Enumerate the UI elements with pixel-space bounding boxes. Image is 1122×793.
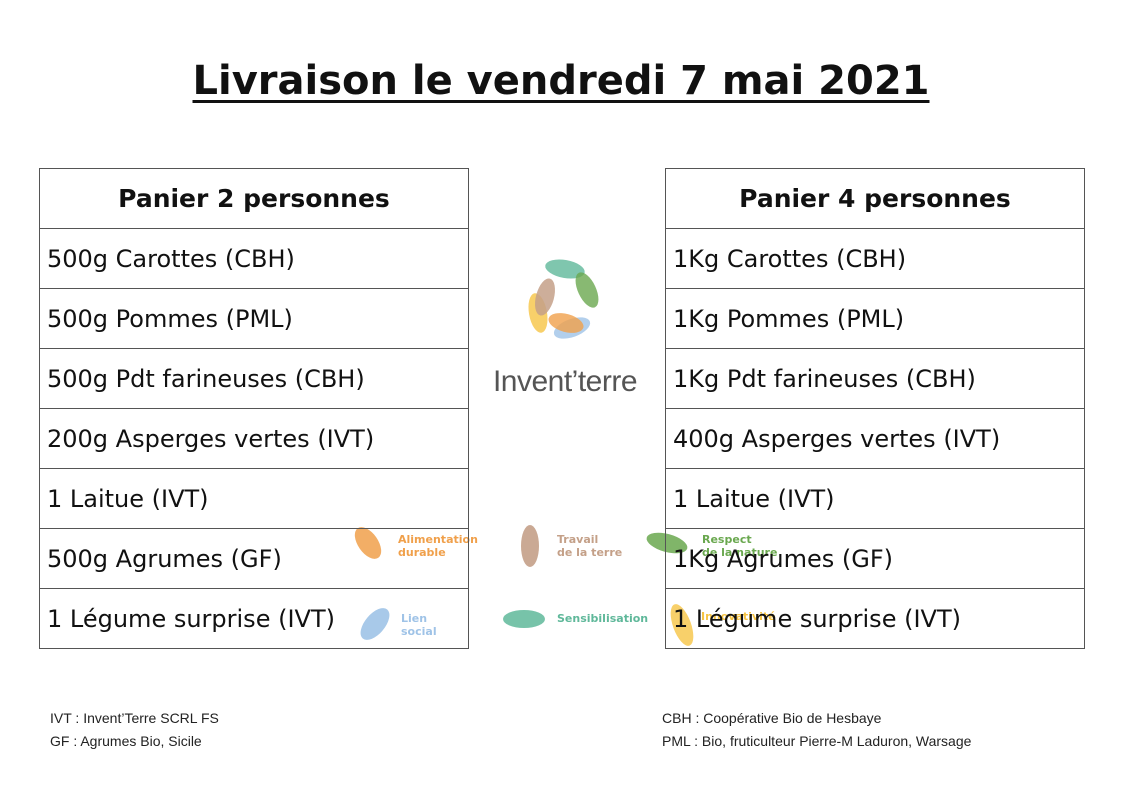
basket-2-item: 500g Pommes (PML)	[39, 288, 469, 349]
leaf-circle-icon	[528, 259, 599, 339]
basket-4-item: 400g Asperges vertes (IVT)	[665, 408, 1085, 469]
legend-left: IVT : Invent’Terre SCRL FS GF : Agrumes …	[50, 707, 219, 753]
basket-4-item: 1 Laitue (IVT)	[665, 468, 1085, 529]
basket-2-item: 1 Légume surprise (IVT)	[39, 588, 469, 649]
basket-2-item: 500g Carottes (CBH)	[39, 228, 469, 289]
brown-leaf-icon	[521, 525, 539, 567]
basket-2-item: 1 Laitue (IVT)	[39, 468, 469, 529]
value-label: Travail de la terre	[557, 533, 623, 559]
basket-4-item: 1 Légume surprise (IVT)	[665, 588, 1085, 649]
legend-line: PML : Bio, fruticulteur Pierre-M Laduron…	[662, 733, 972, 749]
basket-2-item: 200g Asperges vertes (IVT)	[39, 408, 469, 469]
basket-4-item: 1Kg Pdt farineuses (CBH)	[665, 348, 1085, 409]
page-title: Livraison le vendredi 7 mai 2021	[192, 58, 930, 104]
basket-4-header: Panier 4 personnes	[665, 168, 1085, 229]
basket-4-item: 1Kg Pommes (PML)	[665, 288, 1085, 349]
basket-2-table: Panier 2 personnes 500g Carottes (CBH) 5…	[39, 168, 469, 649]
basket-2-item: 500g Pdt farineuses (CBH)	[39, 348, 469, 409]
logo-text: Invent’terre	[492, 365, 638, 398]
teal-leaf-icon	[503, 610, 545, 628]
legend-line: CBH : Coopérative Bio de Hesbaye	[662, 710, 882, 726]
legend-line: IVT : Invent’Terre SCRL FS	[50, 710, 219, 726]
basket-2-header: Panier 2 personnes	[39, 168, 469, 229]
basket-4-item: 1Kg Carottes (CBH)	[665, 228, 1085, 289]
basket-4-item: 1Kg Agrumes (GF)	[665, 528, 1085, 589]
legend-right: CBH : Coopérative Bio de Hesbaye PML : B…	[662, 707, 971, 753]
value-label: Sensibilisation	[557, 612, 649, 625]
basket-2-item: 500g Agrumes (GF)	[39, 528, 469, 589]
basket-4-table: Panier 4 personnes 1Kg Carottes (CBH) 1K…	[665, 168, 1085, 649]
inventterre-logo: Invent’terre	[470, 255, 660, 415]
legend-line: GF : Agrumes Bio, Sicile	[50, 733, 202, 749]
